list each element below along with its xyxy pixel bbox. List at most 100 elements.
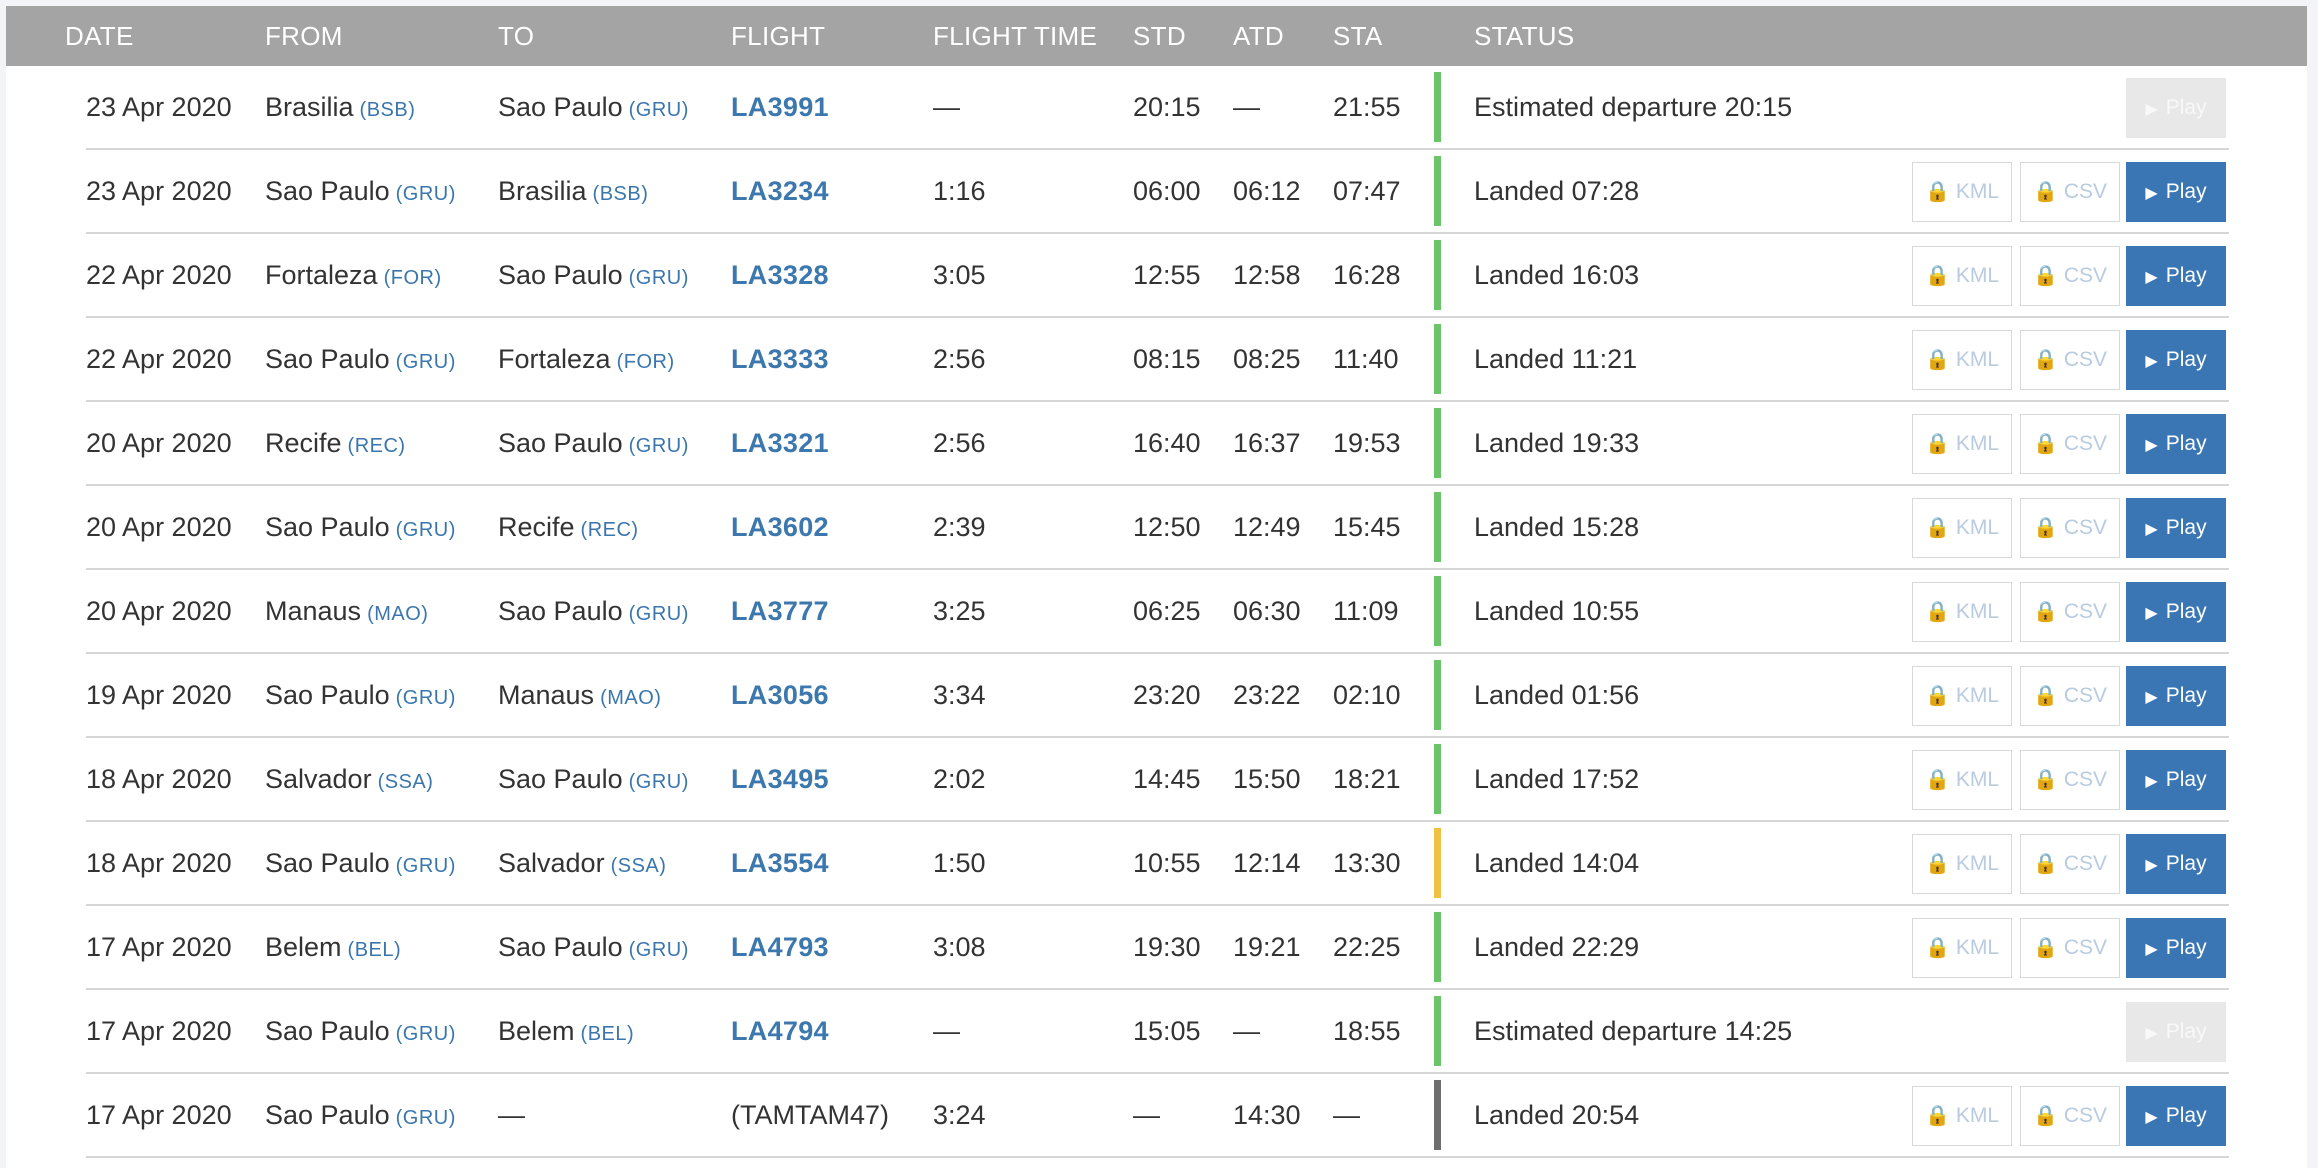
flight-number-link[interactable]: LA3554 xyxy=(731,848,829,878)
sta-cell: 22:25 xyxy=(1333,932,1401,962)
flight-number-link[interactable]: LA3321 xyxy=(731,428,829,458)
play-replay-button[interactable]: ▶ Play xyxy=(2126,1086,2226,1146)
csv-download-button[interactable]: 🔒 CSV xyxy=(2020,246,2120,306)
kml-download-button[interactable]: 🔒 KML xyxy=(1912,330,2012,390)
csv-download-button[interactable]: 🔒 CSV xyxy=(2020,330,2120,390)
kml-label: KML xyxy=(1955,516,2000,539)
play-replay-button[interactable]: ▶ Play xyxy=(2126,918,2226,978)
from-airport-code-link[interactable]: (GRU) xyxy=(395,519,456,541)
column-header-flight[interactable]: FLIGHT xyxy=(731,21,826,51)
from-airport-code-link[interactable]: (GRU) xyxy=(395,1107,456,1129)
csv-download-button[interactable]: 🔒 CSV xyxy=(2020,414,2120,474)
kml-download-button[interactable]: 🔒 KML xyxy=(1912,1086,2012,1146)
kml-download-button[interactable]: 🔒 KML xyxy=(1912,162,2012,222)
play-replay-button[interactable]: ▶ Play xyxy=(2126,498,2226,558)
flight-number-link[interactable]: LA3777 xyxy=(731,596,829,626)
kml-download-button[interactable]: 🔒 KML xyxy=(1912,414,2012,474)
flight-number-link[interactable]: LA3495 xyxy=(731,764,829,794)
kml-download-button[interactable]: 🔒 KML xyxy=(1912,246,2012,306)
kml-download-button[interactable]: 🔒 KML xyxy=(1912,918,2012,978)
row-divider xyxy=(86,1156,2229,1158)
flight-number-link[interactable]: LA3056 xyxy=(731,680,829,710)
play-label: Play xyxy=(2165,1104,2207,1127)
to-airport-code-link[interactable]: (GRU) xyxy=(628,99,689,121)
sta-cell: 07:47 xyxy=(1333,176,1401,206)
to-airport-code-link[interactable]: (GRU) xyxy=(628,603,689,625)
csv-download-button[interactable]: 🔒 CSV xyxy=(2020,498,2120,558)
table-header: DATE FROM TO FLIGHT FLIGHT TIME STD ATD … xyxy=(6,6,2307,66)
to-airport-code-link[interactable]: (REC) xyxy=(580,519,639,541)
column-header-date[interactable]: DATE xyxy=(65,21,134,51)
csv-download-button[interactable]: 🔒 CSV xyxy=(2020,666,2120,726)
column-header-sta[interactable]: STA xyxy=(1333,21,1383,51)
play-replay-button[interactable]: ▶ Play xyxy=(2126,330,2226,390)
to-airport-code-link[interactable]: (GRU) xyxy=(628,267,689,289)
from-cell: Sao Paulo (GRU) xyxy=(265,318,456,400)
csv-label: CSV xyxy=(2063,180,2108,203)
flight-number-link[interactable]: LA3991 xyxy=(731,92,829,122)
status-cell: Landed 16:03 xyxy=(1474,260,1640,290)
play-replay-button[interactable]: ▶ Play xyxy=(2126,582,2226,642)
column-header-to[interactable]: TO xyxy=(498,21,535,51)
play-replay-button[interactable]: ▶ Play xyxy=(2126,414,2226,474)
from-airport-code-link[interactable]: (REC) xyxy=(347,435,406,457)
status-cell: Landed 15:28 xyxy=(1474,512,1640,542)
csv-download-button[interactable]: 🔒 CSV xyxy=(2020,750,2120,810)
play-replay-button[interactable]: ▶ Play xyxy=(2126,750,2226,810)
to-airport-code-link[interactable]: (GRU) xyxy=(628,435,689,457)
to-airport-code-link[interactable]: (BEL) xyxy=(580,1023,635,1045)
to-airport-code-link[interactable]: (GRU) xyxy=(628,939,689,961)
play-replay-button[interactable]: ▶ Play xyxy=(2126,834,2226,894)
from-airport-code-link[interactable]: (MAO) xyxy=(367,603,429,625)
kml-download-button[interactable]: 🔒 KML xyxy=(1912,582,2012,642)
column-header-flight-time[interactable]: FLIGHT TIME xyxy=(933,21,1098,51)
sta-cell: 16:28 xyxy=(1333,260,1401,290)
play-replay-button[interactable]: ▶ Play xyxy=(2126,246,2226,306)
flight-number-link[interactable]: LA3333 xyxy=(731,344,829,374)
to-airport-code-link[interactable]: (BSB) xyxy=(592,183,649,205)
to-airport-code-link[interactable]: (MAO) xyxy=(600,687,662,709)
from-airport-code-link[interactable]: (GRU) xyxy=(395,855,456,877)
lock-icon: 🔒 xyxy=(2032,349,2058,371)
to-airport-code-link[interactable]: (GRU) xyxy=(628,771,689,793)
play-icon: ▶ xyxy=(2145,269,2158,286)
lock-icon: 🔒 xyxy=(1924,517,1950,539)
from-cell: Fortaleza (FOR) xyxy=(265,234,442,316)
column-header-atd[interactable]: ATD xyxy=(1233,21,1284,51)
lock-icon: 🔒 xyxy=(1924,853,1950,875)
kml-download-button[interactable]: 🔒 KML xyxy=(1912,666,2012,726)
flight-number-link[interactable]: LA3234 xyxy=(731,176,829,206)
from-airport-code-link[interactable]: (GRU) xyxy=(395,687,456,709)
kml-download-button[interactable]: 🔒 KML xyxy=(1912,834,2012,894)
play-replay-button[interactable]: ▶ Play xyxy=(2126,666,2226,726)
csv-label: CSV xyxy=(2063,852,2108,875)
kml-download-button[interactable]: 🔒 KML xyxy=(1912,498,2012,558)
csv-download-button[interactable]: 🔒 CSV xyxy=(2020,918,2120,978)
from-airport-code-link[interactable]: (GRU) xyxy=(395,351,456,373)
from-airport-code-link[interactable]: (BSB) xyxy=(359,99,416,121)
flight-number-link[interactable]: LA4793 xyxy=(731,932,829,962)
column-header-from[interactable]: FROM xyxy=(265,21,343,51)
to-airport-code-link[interactable]: (SSA) xyxy=(610,855,667,877)
csv-download-button[interactable]: 🔒 CSV xyxy=(2020,582,2120,642)
column-header-std[interactable]: STD xyxy=(1133,21,1186,51)
csv-download-button[interactable]: 🔒 CSV xyxy=(2020,162,2120,222)
from-airport-code-link[interactable]: (GRU) xyxy=(395,183,456,205)
flight-number-link[interactable]: LA3328 xyxy=(731,260,829,290)
kml-download-button[interactable]: 🔒 KML xyxy=(1912,750,2012,810)
to-city: Belem xyxy=(498,1016,575,1046)
from-airport-code-link[interactable]: (GRU) xyxy=(395,1023,456,1045)
flight-number-link[interactable]: LA3602 xyxy=(731,512,829,542)
csv-download-button[interactable]: 🔒 CSV xyxy=(2020,834,2120,894)
kml-label: KML xyxy=(1955,600,2000,623)
flight-number-link[interactable]: LA4794 xyxy=(731,1016,829,1046)
from-airport-code-link[interactable]: (BEL) xyxy=(347,939,402,961)
from-airport-code-link[interactable]: (FOR) xyxy=(383,267,442,289)
std-cell: — xyxy=(1133,1100,1160,1130)
column-header-status[interactable]: STATUS xyxy=(1474,21,1575,51)
from-airport-code-link[interactable]: (SSA) xyxy=(377,771,434,793)
to-airport-code-link[interactable]: (FOR) xyxy=(616,351,675,373)
play-replay-button[interactable]: ▶ Play xyxy=(2126,162,2226,222)
csv-download-button[interactable]: 🔒 CSV xyxy=(2020,1086,2120,1146)
status-indicator-bar xyxy=(1434,72,1441,142)
